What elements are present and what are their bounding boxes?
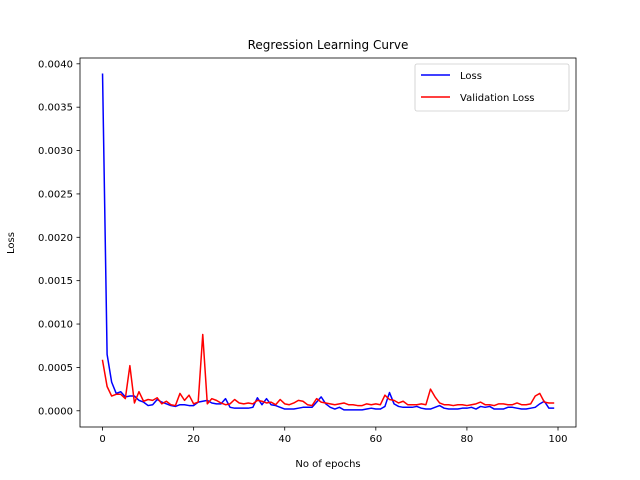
y-axis-ticks: 0.0000 0.0005 0.0010 0.0015 0.0020 0.0025 0.00…	[38, 59, 80, 417]
series-layer	[101, 73, 555, 411]
x-tick-label: 60	[369, 434, 382, 445]
x-axis-ticks: 0 20 40 60 80 100	[99, 427, 568, 445]
y-tick-label: 0.0000	[38, 406, 73, 417]
series-line-validation-loss	[101, 333, 555, 407]
y-tick-label: 0.0030	[38, 146, 73, 157]
legend-box	[414, 63, 570, 112]
series-line-loss	[101, 73, 555, 411]
y-tick-label: 0.0040	[38, 59, 73, 70]
y-axis-title: Loss	[6, 232, 17, 254]
plot-background	[80, 58, 576, 427]
y-tick-label: 0.0025	[38, 189, 73, 200]
x-axis-title: No of epochs	[295, 459, 360, 470]
x-tick-label: 80	[461, 434, 474, 445]
x-tick-label: 0	[99, 434, 105, 445]
x-tick-label: 20	[187, 434, 200, 445]
legend: Loss Validation Loss	[414, 63, 570, 112]
y-tick-label: 0.0020	[38, 233, 73, 244]
chart-title: Regression Learning Curve	[248, 38, 409, 52]
x-tick-label: 40	[278, 434, 291, 445]
legend-label-validation-loss: Validation Loss	[460, 93, 535, 104]
y-tick-label: 0.0005	[38, 363, 73, 374]
y-tick-label: 0.0015	[38, 276, 73, 287]
plot-frame	[79, 57, 577, 428]
y-tick-label: 0.0035	[38, 103, 73, 114]
legend-label-loss: Loss	[460, 71, 482, 82]
y-tick-label: 0.0010	[38, 320, 73, 331]
x-tick-label: 100	[548, 434, 567, 445]
